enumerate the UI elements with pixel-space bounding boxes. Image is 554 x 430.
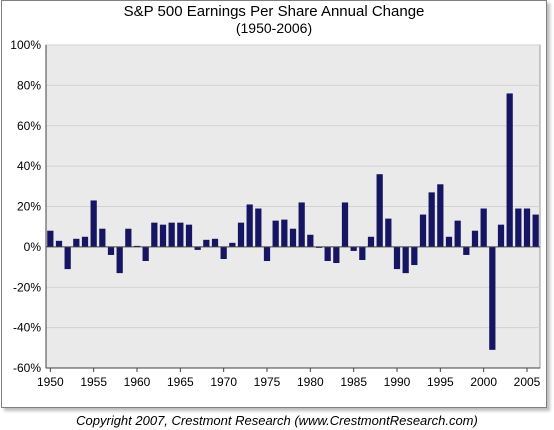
bar-1953 [73,238,80,247]
bar-1998 [463,246,470,255]
copyright-notice: Copyright 2007, Crestmont Research (www.… [76,413,478,428]
x-tick-label: 1980 [297,375,324,389]
chart-subtitle: (1950-2006) [235,20,313,36]
bar-1956 [99,228,106,247]
bar-1971 [229,242,236,247]
bar-1951 [55,240,63,247]
bar-1974 [255,208,262,247]
eps-change-bar-chart: -60%-40%-20%0%20%40%60%80%100% 1950 1955 1… [10,38,541,389]
bar-1959 [125,228,132,247]
bar-1964 [168,222,175,247]
x-tick-label: 2005 [514,375,541,389]
bar-1975 [263,246,271,262]
bar-1967 [194,246,201,250]
x-tick-label: 1965 [167,375,194,389]
bar-1978 [289,228,297,247]
bar-1961 [142,246,149,262]
bar-1968 [203,239,210,247]
bar-1989 [385,218,392,247]
bar-1997 [454,220,461,247]
bar-1979 [298,202,305,247]
bar-1999 [471,230,479,247]
bar-1976 [272,220,279,247]
bar-1995 [437,184,444,247]
bar-1965 [177,222,184,247]
bar-1994 [428,192,435,247]
y-axis-tick-labels: -60% -40% -20% 0% 20% 40% 60% 80% 100% [10,38,41,375]
bar-1984 [341,202,349,247]
x-tick-label: 1975 [254,375,281,389]
bar-1987 [367,236,375,247]
bar-1970 [220,246,227,259]
bar-2005 [523,208,531,247]
x-tick-label: 1970 [210,375,237,389]
bar-1950 [47,230,54,247]
bar-2004 [515,208,522,247]
bar-1973 [246,204,253,247]
y-tick-label: 40% [17,159,41,173]
x-axis-tick-labels: 1950 1955 1960 1965 1970 1975 1980 1985 1990 1995… [37,375,541,389]
bar-1992 [411,246,418,266]
bar-2001 [489,246,496,350]
y-tick-label: 80% [17,78,41,92]
bar-2002 [497,224,505,247]
y-tick-label: 20% [17,200,41,214]
bar-1952 [64,246,71,270]
y-tick-label: 0% [24,240,42,254]
y-tick-label: -40% [13,321,41,335]
bar-1977 [281,219,288,247]
bar-1993 [419,214,427,247]
bar-2000 [480,208,487,247]
y-tick-label: 100% [10,38,41,52]
bar-1991 [402,246,409,274]
chart-title: S&P 500 Earnings Per Share Annual Change [123,3,425,20]
x-tick-label: 1985 [340,375,367,389]
y-tick-label: 60% [17,119,41,133]
bar-1963 [159,224,167,247]
bar-1955 [90,200,97,247]
bar-1958 [116,246,123,274]
y-tick-label: -60% [13,361,41,375]
bar-2003 [506,93,513,247]
x-tick-label: 1990 [384,375,411,389]
bar-1972 [237,222,245,247]
axes [45,45,540,372]
bar-1969 [211,238,219,247]
bar-2006 [532,214,539,247]
bar-1981 [315,246,323,248]
bar-1962 [151,222,158,247]
x-tick-label: 2000 [470,375,497,389]
bar-1954 [81,236,89,247]
bar-1990 [393,246,401,270]
bar-1966 [185,224,193,247]
x-tick-label: 1955 [80,375,107,389]
bar-1996 [445,236,453,247]
x-tick-label: 1960 [124,375,151,389]
bar-1980 [307,234,314,247]
bar-1986 [359,246,366,260]
bar-1985 [350,246,357,251]
bar-1982 [324,246,331,262]
x-tick-label: 1950 [37,375,64,389]
bar-1957 [107,246,115,255]
bar-1988 [376,174,383,247]
bar-1983 [333,246,340,264]
x-tick-label: 1995 [427,375,454,389]
bar-series [47,93,539,350]
y-tick-label: -20% [13,280,41,294]
